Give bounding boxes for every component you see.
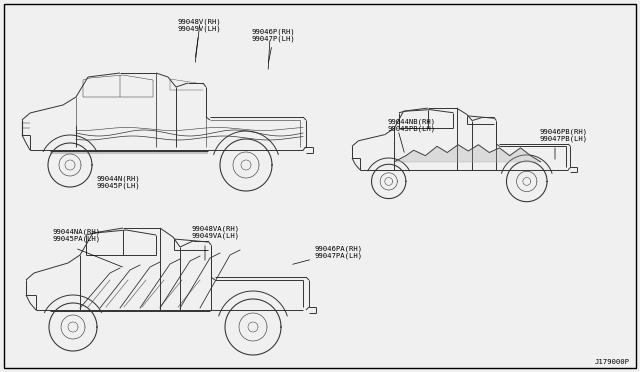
Text: 99048VA(RH)
99049VA(LH): 99048VA(RH) 99049VA(LH) — [192, 225, 240, 239]
Text: 99044NA(RH)
99045PA(LH): 99044NA(RH) 99045PA(LH) — [52, 228, 100, 242]
Text: 99048V(RH)
99049V(LH): 99048V(RH) 99049V(LH) — [178, 18, 221, 57]
Text: 99044NB(RH)
99045PB(LH): 99044NB(RH) 99045PB(LH) — [388, 118, 436, 132]
Text: 99046P(RH)
99047P(LH): 99046P(RH) 99047P(LH) — [252, 28, 296, 62]
Text: 99046PB(RH)
99047PB(LH): 99046PB(RH) 99047PB(LH) — [540, 128, 588, 142]
Polygon shape — [394, 145, 541, 162]
Text: 99046PA(RH)
99047PA(LH): 99046PA(RH) 99047PA(LH) — [292, 245, 363, 264]
Text: J179000P: J179000P — [595, 359, 630, 365]
Text: 99044N(RH)
99045P(LH): 99044N(RH) 99045P(LH) — [96, 175, 140, 189]
